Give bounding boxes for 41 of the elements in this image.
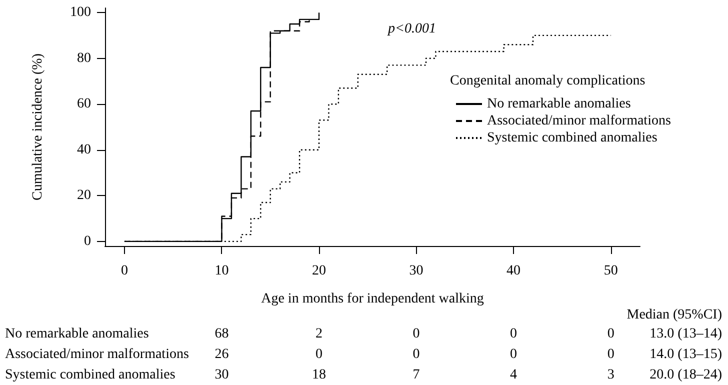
text: 30 [214, 368, 229, 382]
x-tick-label: 30 [409, 264, 424, 278]
x-tick-label: 50 [604, 264, 618, 278]
text: 3 [607, 368, 614, 382]
text: 26 [214, 347, 229, 362]
text: 14.0 (13–15) [650, 347, 722, 362]
text: No remarkable anomalies [5, 326, 149, 342]
text: 0 [316, 347, 322, 362]
text: 13.0 (13–14) [650, 326, 722, 342]
legend-label: No remarkable anomalies [487, 96, 631, 112]
y-tick-label: 80 [77, 50, 91, 66]
text: 0 [607, 326, 614, 342]
text: 20.0 (18–24) [650, 368, 722, 382]
annotation: p<0.001 [387, 22, 436, 36]
x-tick-label: 0 [120, 264, 128, 278]
text: 2 [316, 326, 322, 342]
x-tick-label: 20 [312, 264, 326, 278]
x-tick-label: 40 [506, 264, 521, 278]
x-axis-title: Age in months for independent walking [261, 292, 484, 306]
text: 0 [412, 347, 420, 362]
y-axis-title: Cumulative incidence (%) [30, 53, 46, 200]
y-tick-label: 20 [77, 188, 91, 204]
text: 0 [510, 326, 518, 342]
x-tick-label: 10 [214, 264, 229, 278]
text: 0 [510, 347, 518, 362]
text: Systemic combined anomalies [5, 368, 176, 382]
text: Median (95%CI) [626, 308, 722, 322]
y-tick-label: 0 [84, 234, 91, 249]
text: 4 [510, 368, 518, 382]
legend-title: Congenital anomaly complications [450, 74, 646, 88]
y-tick-label: 40 [77, 142, 91, 158]
text: Associated/minor malformations [5, 347, 189, 362]
legend-label: Associated/minor malformations [487, 114, 671, 128]
text: 18 [312, 368, 326, 382]
y-tick-label: 100 [70, 5, 91, 20]
text: 7 [412, 368, 420, 382]
legend-label: Systemic combined anomalies [487, 130, 658, 146]
text: 0 [607, 347, 614, 362]
y-tick-label: 60 [77, 96, 91, 112]
text: 0 [412, 326, 420, 342]
text: 68 [214, 326, 229, 342]
